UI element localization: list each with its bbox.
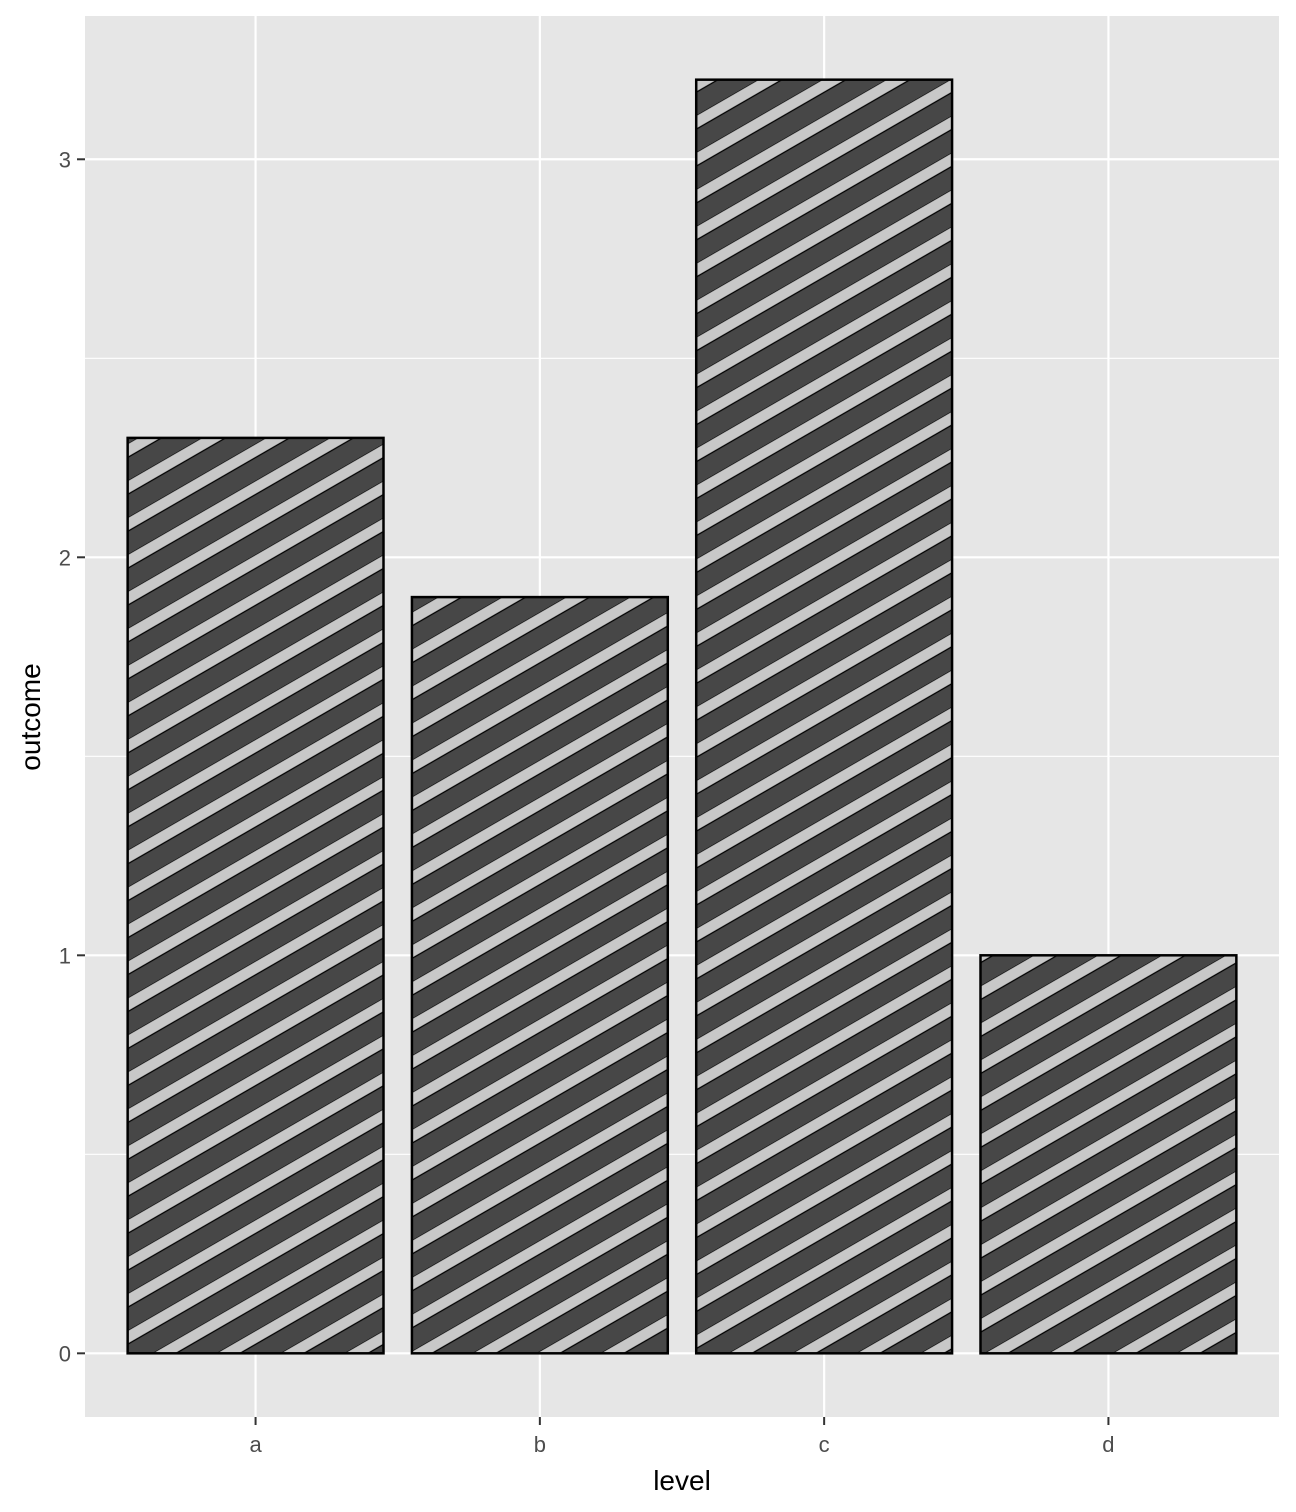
bar-c: [694, 78, 954, 1355]
bar-b: [410, 595, 670, 1355]
y-tick-label: 2: [59, 545, 71, 570]
bar-a: [126, 436, 385, 1355]
x-tick-label: a: [249, 1432, 262, 1457]
y-tick-label: 1: [59, 943, 71, 968]
y-axis-title: outcome: [15, 663, 46, 770]
bars: [126, 78, 1238, 1355]
y-tick-label: 0: [59, 1341, 71, 1366]
y-axis: 0 1 2 3: [59, 147, 85, 1366]
bar-d: [979, 954, 1238, 1355]
x-axis: a b c d: [249, 1417, 1115, 1457]
x-tick-label: d: [1102, 1432, 1114, 1457]
x-tick-label: b: [534, 1432, 546, 1457]
x-tick-label: c: [819, 1432, 830, 1457]
x-axis-title: level: [653, 1465, 711, 1496]
y-tick-label: 3: [59, 147, 71, 172]
